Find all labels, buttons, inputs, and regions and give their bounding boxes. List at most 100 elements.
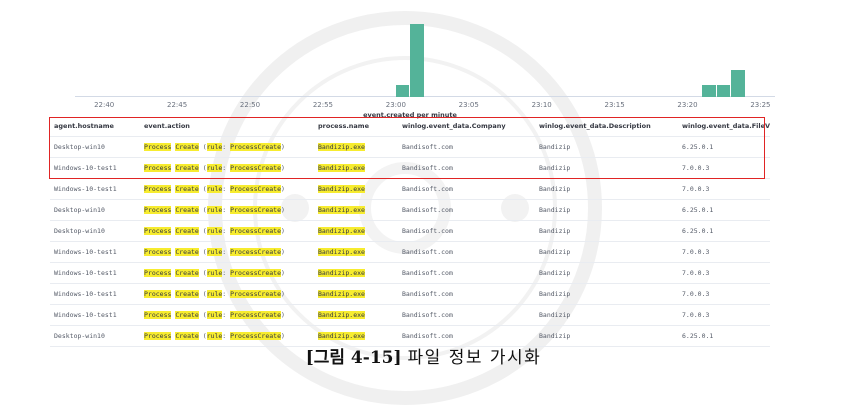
x-tick-label: 23:15 xyxy=(604,101,625,109)
action-rule: rule xyxy=(206,311,223,319)
x-tick-label: 22:50 xyxy=(239,101,261,109)
cell-description: Bandizip xyxy=(539,332,571,340)
column-header-fileversion[interactable]: winlog.event_data.FileVersi xyxy=(682,122,770,130)
action-processcreate: ProcessCreate xyxy=(230,227,281,235)
action-colon: : xyxy=(222,248,231,256)
process-name: Bandizip.exe xyxy=(318,332,365,340)
action-process: Process xyxy=(144,164,172,172)
action-open: ( xyxy=(198,248,207,256)
cell-fileversion: 6.25.0.1 xyxy=(682,332,714,340)
action-close: ) xyxy=(281,248,285,256)
table-row[interactable]: Windows-10-test1 Process Create (rule: Pr… xyxy=(50,242,770,263)
cell-action: Process Create (rule: ProcessCreate) xyxy=(144,332,318,340)
action-processcreate: ProcessCreate xyxy=(230,248,281,256)
x-tick-label: 23:00 xyxy=(385,101,406,109)
cell-fileversion: 7.0.0.3 xyxy=(682,164,710,172)
cell-company: Bandisoft.com xyxy=(402,185,453,193)
histogram-bar-2[interactable] xyxy=(702,85,716,97)
histogram-bar-1[interactable] xyxy=(410,24,424,97)
table-row[interactable]: Windows-10-test1 Process Create (rule: Pr… xyxy=(50,179,770,200)
cell-process: Bandizip.exe xyxy=(318,332,402,340)
cell-action: Process Create (rule: ProcessCreate) xyxy=(144,143,318,151)
cell-hostname: Windows-10-test1 xyxy=(54,290,117,298)
action-processcreate: ProcessCreate xyxy=(230,206,281,214)
action-create: Create xyxy=(175,311,199,319)
action-close: ) xyxy=(281,143,285,151)
cell-company: Bandisoft.com xyxy=(402,248,453,256)
action-colon: : xyxy=(222,227,231,235)
action-processcreate: ProcessCreate xyxy=(230,332,281,340)
histogram-bar-0[interactable] xyxy=(395,85,410,97)
action-open: ( xyxy=(198,227,207,235)
cell-process: Bandizip.exe xyxy=(318,227,402,235)
events-table: agent.hostname event.action process.name… xyxy=(50,116,770,347)
action-close: ) xyxy=(281,311,285,319)
action-close: ) xyxy=(281,206,285,214)
column-header-company[interactable]: winlog.event_data.Company xyxy=(402,122,506,130)
cell-action: Process Create (rule: ProcessCreate) xyxy=(144,206,318,214)
cell-description: Bandizip xyxy=(539,248,571,256)
action-close: ) xyxy=(281,332,285,340)
cell-description: Bandizip xyxy=(539,311,571,319)
action-create: Create xyxy=(175,290,199,298)
cell-fileversion: 7.0.0.3 xyxy=(682,269,710,277)
action-rule: rule xyxy=(206,269,223,277)
action-rule: rule xyxy=(206,332,223,340)
column-header-hostname[interactable]: agent.hostname xyxy=(54,122,114,130)
cell-process: Bandizip.exe xyxy=(318,206,402,214)
process-name: Bandizip.exe xyxy=(318,164,365,172)
cell-process: Bandizip.exe xyxy=(318,248,402,256)
histogram-bar-4[interactable] xyxy=(731,70,745,97)
cell-fileversion: 6.25.0.1 xyxy=(682,206,714,214)
cell-fileversion: 6.25.0.1 xyxy=(682,143,714,151)
table-row[interactable]: Windows-10-test1 Process Create (rule: Pr… xyxy=(50,305,770,326)
action-processcreate: ProcessCreate xyxy=(230,269,281,277)
action-rule: rule xyxy=(206,164,223,172)
action-process: Process xyxy=(144,185,172,193)
action-rule: rule xyxy=(206,206,223,214)
table-row[interactable]: Desktop-win10 Process Create (rule: Proce… xyxy=(50,200,770,221)
cell-process: Bandizip.exe xyxy=(318,143,402,151)
cell-hostname: Windows-10-test1 xyxy=(54,269,117,277)
x-tick-label: 22:55 xyxy=(312,101,333,109)
column-header-description[interactable]: winlog.event_data.Description xyxy=(539,122,651,130)
table-row[interactable]: Desktop-win10 Process Create (rule: Proce… xyxy=(50,137,770,158)
cell-description: Bandizip xyxy=(539,269,571,277)
cell-company: Bandisoft.com xyxy=(402,143,453,151)
table-row[interactable]: Windows-10-test1 Process Create (rule: Pr… xyxy=(50,263,770,284)
table-row[interactable]: Desktop-win10 Process Create (rule: Proce… xyxy=(50,326,770,347)
histogram-bar-3[interactable] xyxy=(716,85,731,97)
x-tick-label: 22:45 xyxy=(166,101,188,109)
event-histogram: 22:40 22:45 22:50 22:55 23:00 23:05 23:10 23:15… xyxy=(45,10,775,119)
cell-description: Bandizip xyxy=(539,164,571,172)
cell-action: Process Create (rule: ProcessCreate) xyxy=(144,227,318,235)
action-rule: rule xyxy=(206,248,223,256)
cell-process: Bandizip.exe xyxy=(318,290,402,298)
cell-action: Process Create (rule: ProcessCreate) xyxy=(144,164,318,172)
x-tick-label: 23:05 xyxy=(458,101,479,109)
action-process: Process xyxy=(144,206,172,214)
process-name: Bandizip.exe xyxy=(318,185,365,193)
cell-company: Bandisoft.com xyxy=(402,311,453,319)
action-open: ( xyxy=(198,290,207,298)
table-body: Desktop-win10 Process Create (rule: Proce… xyxy=(50,137,770,347)
action-create: Create xyxy=(175,227,199,235)
cell-hostname: Desktop-win10 xyxy=(54,332,105,340)
process-name: Bandizip.exe xyxy=(318,143,365,151)
cell-action: Process Create (rule: ProcessCreate) xyxy=(144,269,318,277)
process-name: Bandizip.exe xyxy=(318,311,365,319)
caption-label: [그림 4-15] xyxy=(305,348,402,368)
column-header-process[interactable]: process.name xyxy=(318,122,369,130)
process-name: Bandizip.exe xyxy=(318,227,365,235)
action-processcreate: ProcessCreate xyxy=(230,143,281,151)
table-row[interactable]: Windows-10-test1 Process Create (rule: Pr… xyxy=(50,284,770,305)
cell-description: Bandizip xyxy=(539,206,571,214)
action-colon: : xyxy=(222,269,231,277)
action-colon: : xyxy=(222,164,231,172)
cell-description: Bandizip xyxy=(539,290,571,298)
caption-text: 파일 정보 가시화 xyxy=(407,348,542,368)
table-row[interactable]: Desktop-win10 Process Create (rule: Proce… xyxy=(50,221,770,242)
action-open: ( xyxy=(198,332,207,340)
column-header-action[interactable]: event.action xyxy=(144,122,190,130)
cell-process: Bandizip.exe xyxy=(318,311,402,319)
